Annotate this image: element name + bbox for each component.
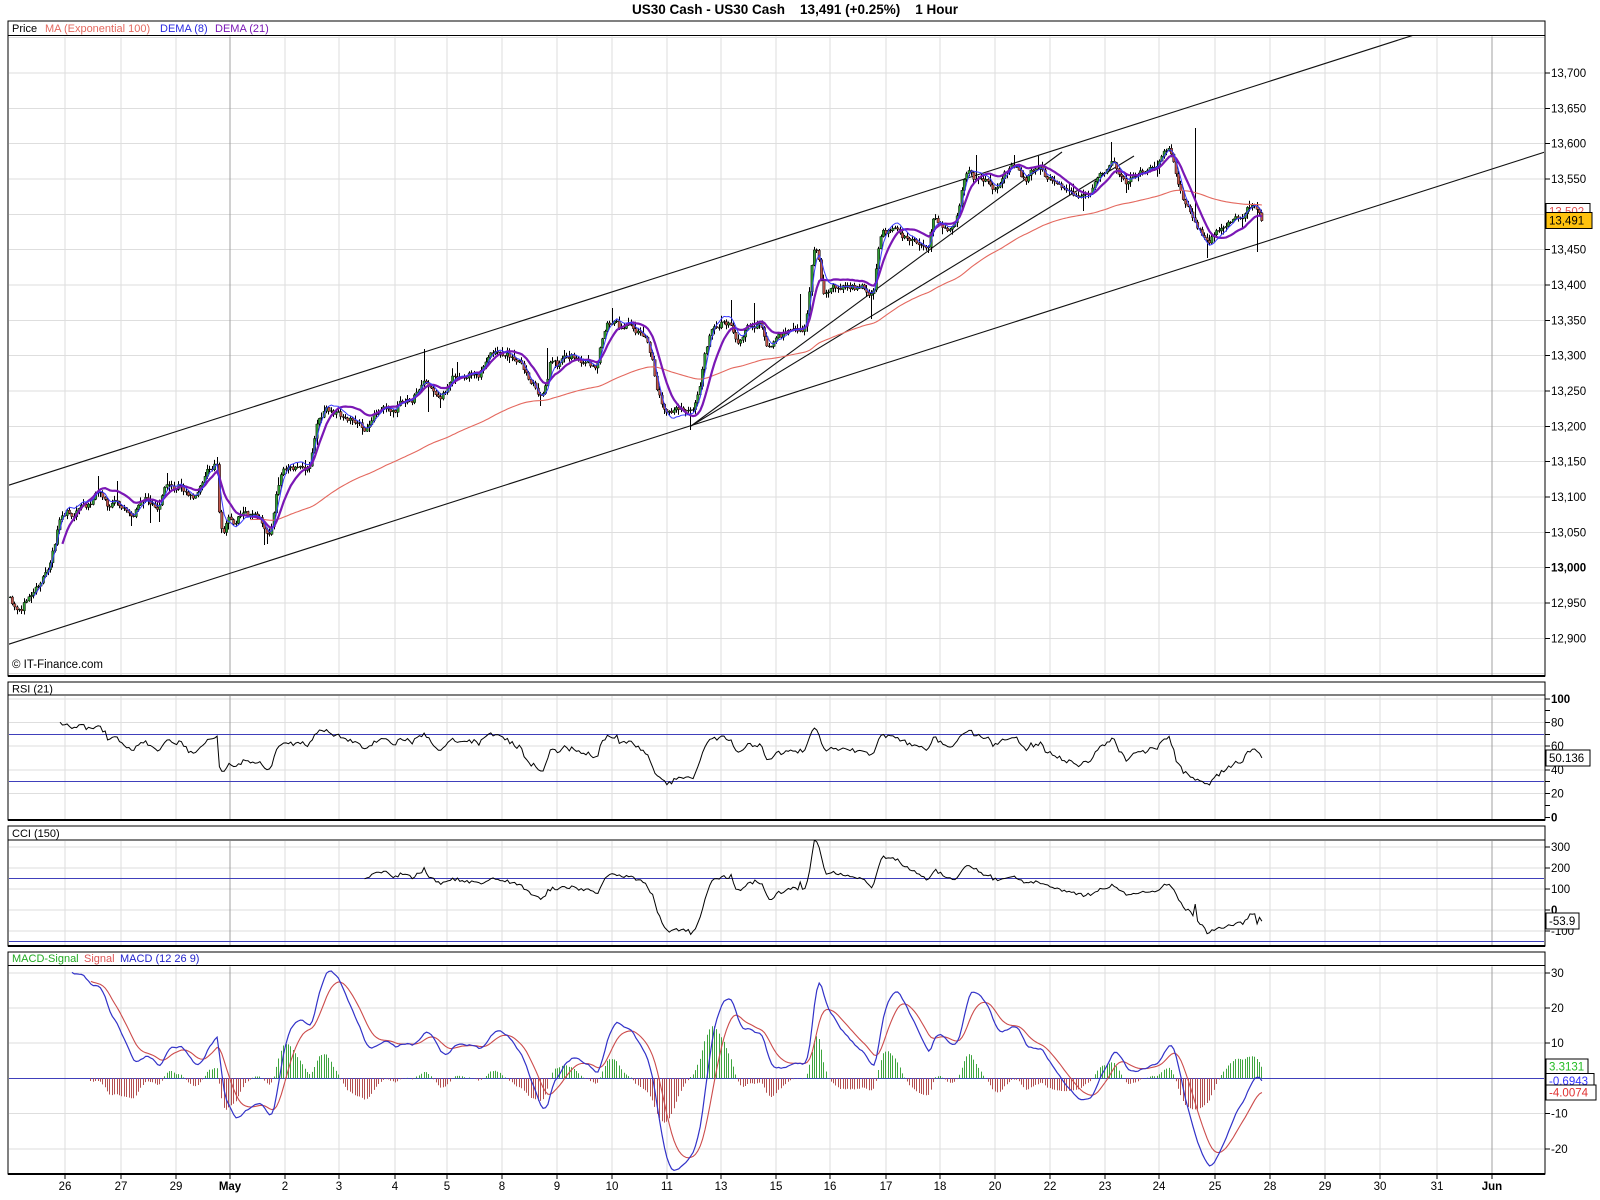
- svg-text:2: 2: [282, 1181, 288, 1193]
- svg-text:MA (Exponential 100): MA (Exponential 100): [45, 23, 150, 35]
- svg-text:18: 18: [934, 1181, 947, 1193]
- svg-text:300: 300: [1551, 842, 1570, 854]
- svg-text:10: 10: [1551, 1038, 1564, 1050]
- svg-text:13,250: 13,250: [1551, 386, 1586, 398]
- svg-text:200: 200: [1551, 863, 1570, 875]
- svg-text:13,650: 13,650: [1551, 103, 1586, 115]
- svg-text:13,050: 13,050: [1551, 527, 1586, 539]
- svg-text:US30 Cash - US30 Cash 13,49: US30 Cash - US30 Cash 13,491 (+0.25%) 1 …: [632, 2, 959, 17]
- svg-text:20: 20: [1551, 1003, 1564, 1015]
- svg-text:MACD-Signal: MACD-Signal: [12, 953, 79, 965]
- svg-text:RSI (21): RSI (21): [12, 684, 53, 696]
- svg-text:24: 24: [1153, 1181, 1166, 1193]
- svg-text:0: 0: [1551, 905, 1557, 917]
- svg-text:13,491: 13,491: [1549, 216, 1584, 228]
- svg-text:0: 0: [1551, 812, 1557, 824]
- svg-text:12,900: 12,900: [1551, 633, 1586, 645]
- svg-text:40: 40: [1551, 765, 1564, 777]
- svg-text:27: 27: [115, 1181, 128, 1193]
- svg-text:-53.9: -53.9: [1549, 916, 1575, 928]
- svg-text:Jun: Jun: [1482, 1181, 1502, 1193]
- svg-text:13,100: 13,100: [1551, 492, 1586, 504]
- svg-text:29: 29: [1319, 1181, 1332, 1193]
- svg-text:Price: Price: [12, 23, 37, 35]
- svg-text:Signal: Signal: [84, 953, 115, 965]
- svg-text:13: 13: [715, 1181, 728, 1193]
- svg-text:-4.0074: -4.0074: [1549, 1088, 1589, 1100]
- svg-text:13,200: 13,200: [1551, 421, 1586, 433]
- svg-text:20: 20: [989, 1181, 1002, 1193]
- svg-text:12,950: 12,950: [1551, 598, 1586, 610]
- svg-text:9: 9: [554, 1181, 560, 1193]
- svg-text:13,350: 13,350: [1551, 315, 1586, 327]
- svg-text:3.3131: 3.3131: [1549, 1062, 1584, 1074]
- svg-text:23: 23: [1099, 1181, 1112, 1193]
- svg-text:DEMA (21): DEMA (21): [215, 23, 269, 35]
- svg-text:13,000: 13,000: [1551, 563, 1586, 575]
- svg-text:13,300: 13,300: [1551, 351, 1586, 363]
- svg-text:13,150: 13,150: [1551, 457, 1586, 469]
- svg-text:28: 28: [1264, 1181, 1277, 1193]
- svg-text:© IT-Finance.com: © IT-Finance.com: [12, 659, 103, 671]
- svg-text:4: 4: [392, 1181, 399, 1193]
- svg-text:17: 17: [880, 1181, 893, 1193]
- svg-text:29: 29: [170, 1181, 183, 1193]
- svg-text:80: 80: [1551, 718, 1564, 730]
- svg-text:13,700: 13,700: [1551, 68, 1586, 80]
- svg-text:50.136: 50.136: [1549, 753, 1584, 765]
- svg-text:CCI (150): CCI (150): [12, 828, 60, 840]
- svg-text:5: 5: [444, 1181, 450, 1193]
- svg-text:22: 22: [1044, 1181, 1057, 1193]
- svg-text:MACD (12 26 9): MACD (12 26 9): [120, 953, 199, 965]
- svg-text:13,550: 13,550: [1551, 174, 1586, 186]
- svg-text:30: 30: [1374, 1181, 1387, 1193]
- svg-text:30: 30: [1551, 968, 1564, 980]
- svg-text:8: 8: [499, 1181, 505, 1193]
- svg-text:100: 100: [1551, 884, 1570, 896]
- svg-text:15: 15: [770, 1181, 783, 1193]
- svg-text:20: 20: [1551, 789, 1564, 801]
- svg-text:25: 25: [1209, 1181, 1222, 1193]
- svg-text:26: 26: [59, 1181, 72, 1193]
- svg-text:13,600: 13,600: [1551, 139, 1586, 151]
- svg-text:11: 11: [661, 1181, 673, 1193]
- svg-text:16: 16: [824, 1181, 837, 1193]
- svg-text:3: 3: [336, 1181, 342, 1193]
- svg-text:13,450: 13,450: [1551, 245, 1586, 257]
- svg-text:May: May: [219, 1181, 242, 1193]
- svg-text:-20: -20: [1551, 1144, 1568, 1156]
- svg-text:-10: -10: [1551, 1109, 1568, 1121]
- svg-text:10: 10: [606, 1181, 619, 1193]
- svg-text:13,400: 13,400: [1551, 280, 1586, 292]
- svg-text:31: 31: [1431, 1181, 1444, 1193]
- svg-text:DEMA (8): DEMA (8): [160, 23, 208, 35]
- svg-text:100: 100: [1551, 694, 1570, 706]
